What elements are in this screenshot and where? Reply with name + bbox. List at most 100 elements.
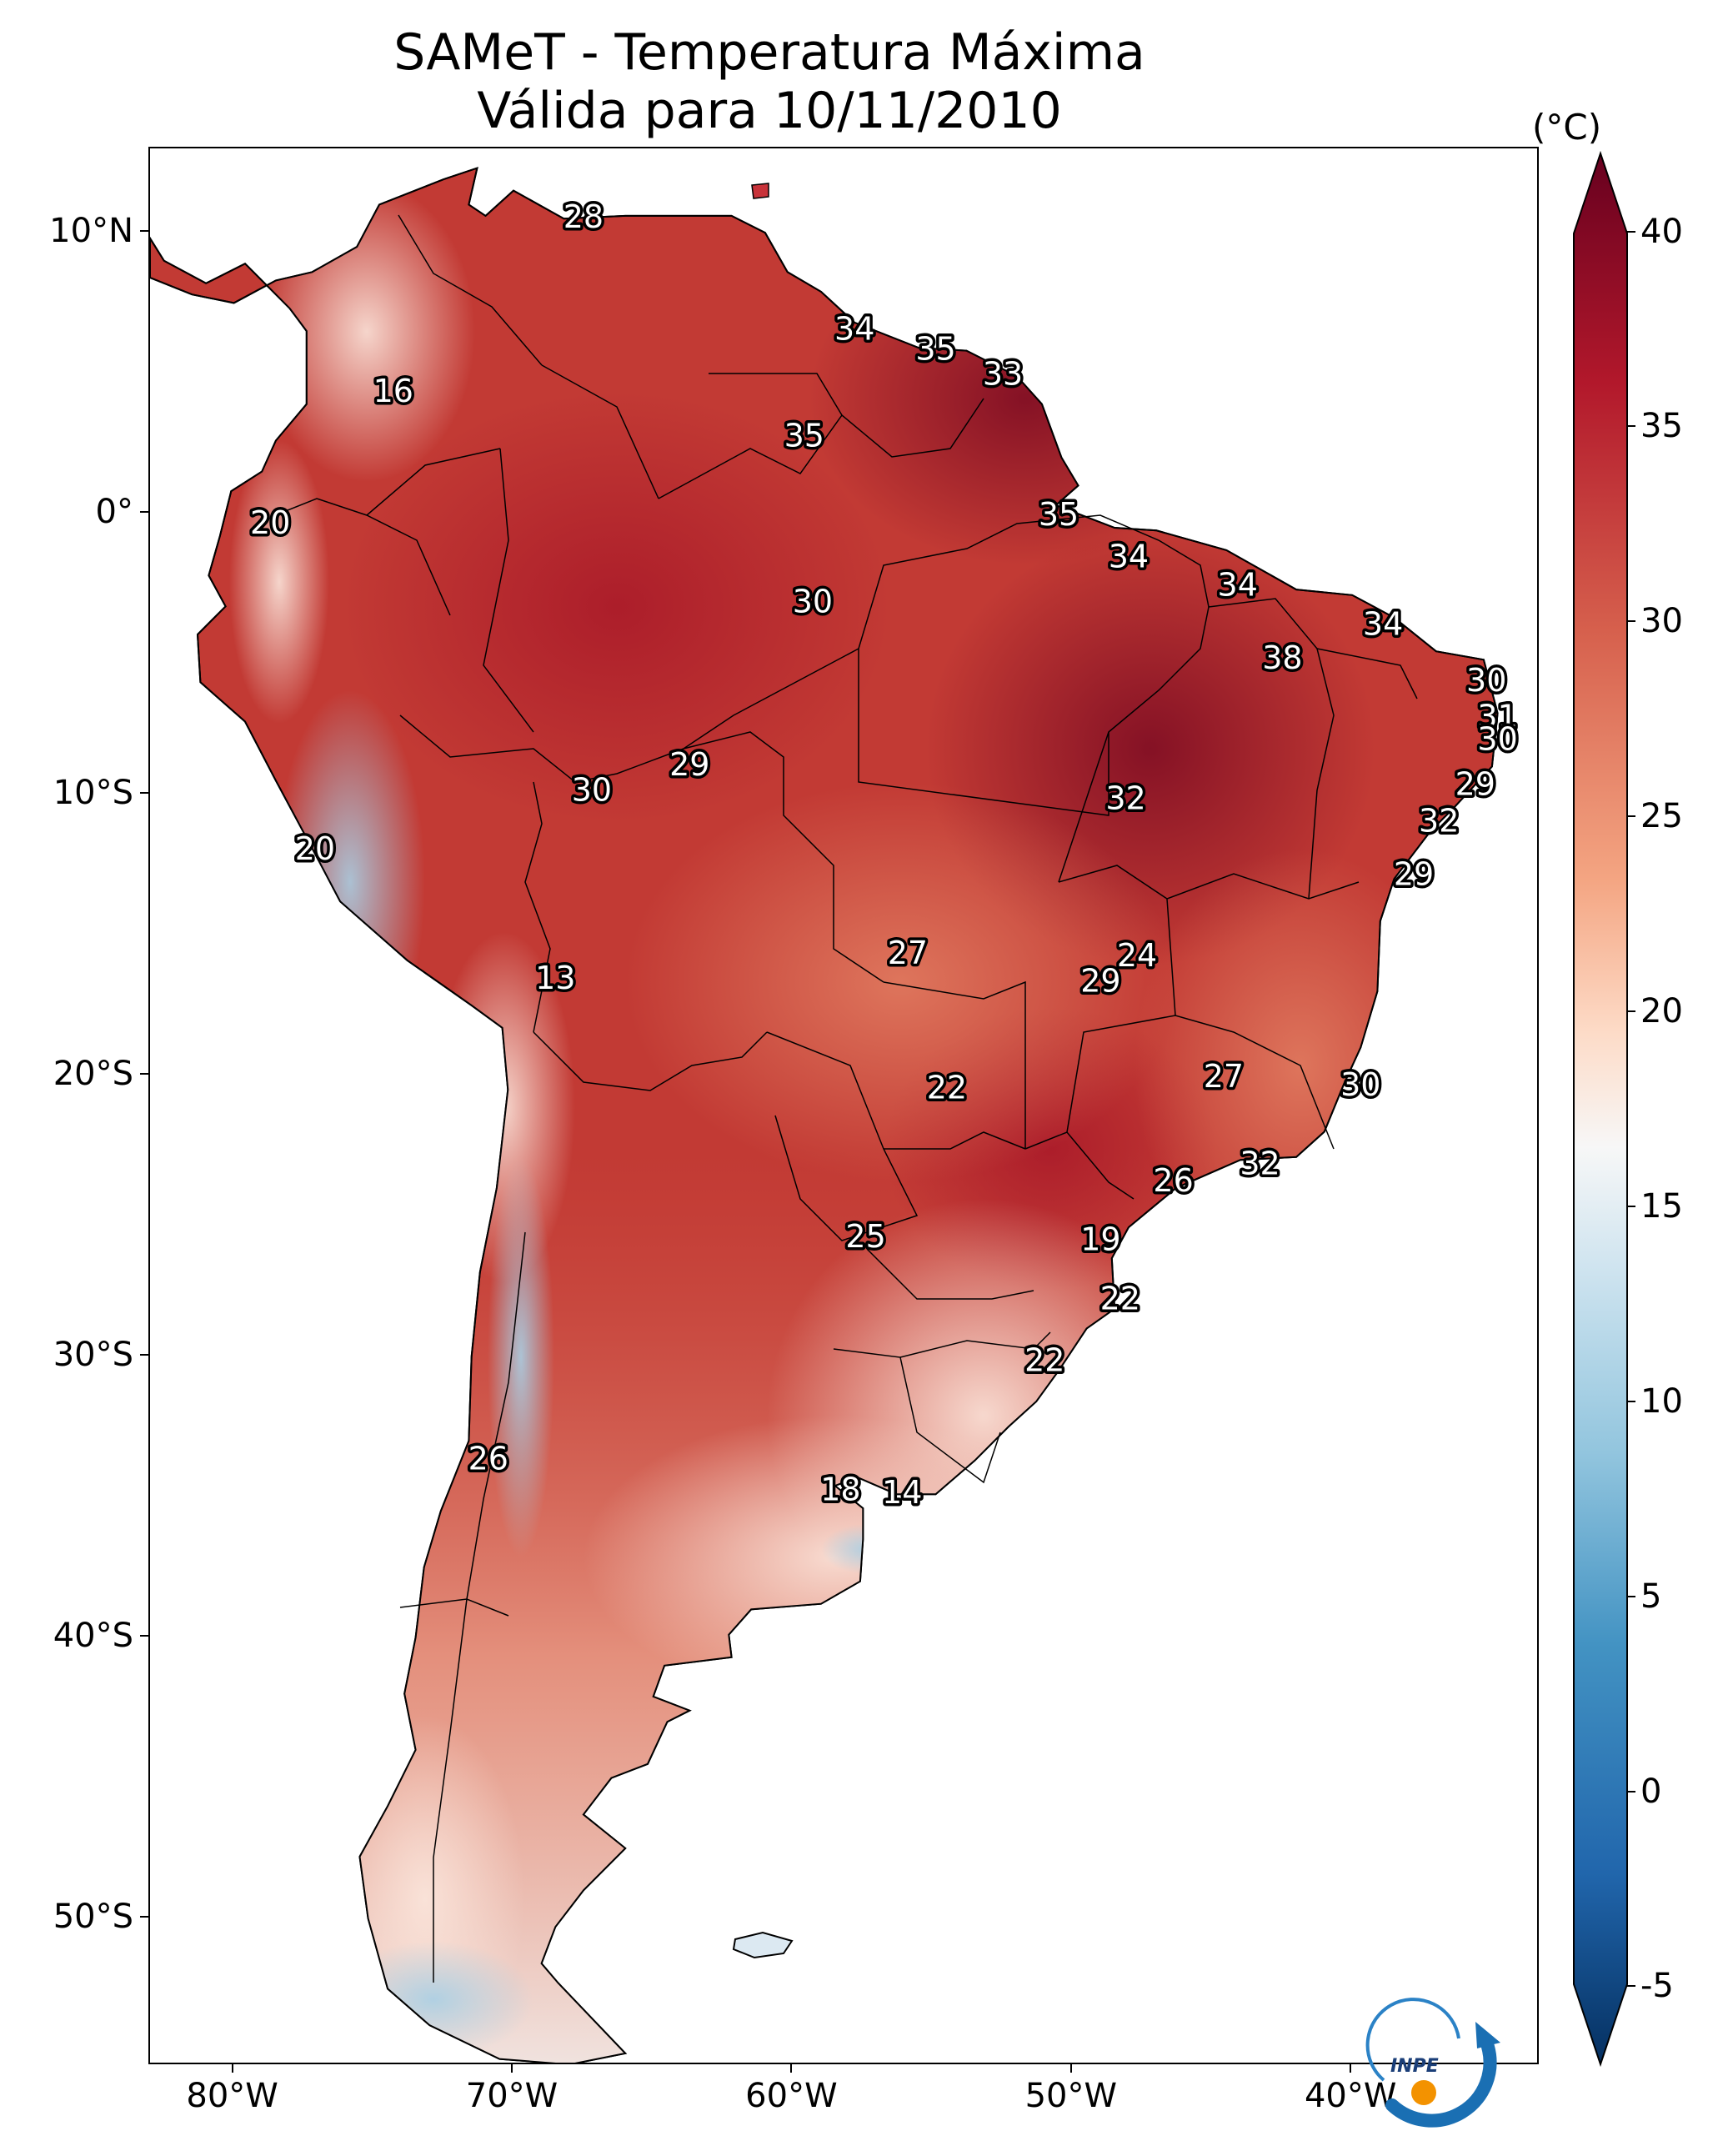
- temperature-label: 35: [784, 418, 824, 454]
- temperature-label: 33: [983, 356, 1023, 393]
- temperature-label-halo: 27: [1204, 1058, 1244, 1095]
- brazil-state-border-mg: [1066, 1015, 1335, 1150]
- temperature-label-halo: 34: [834, 311, 874, 348]
- brazil-state-border-pr: [866, 1248, 1034, 1300]
- brazil-state-border-rr: [709, 373, 843, 416]
- hot-core-amazon: [342, 390, 892, 824]
- temperature-label: 26: [1153, 1162, 1193, 1199]
- temperature-label: 30: [1477, 721, 1517, 758]
- temperature-label: 32: [1240, 1146, 1280, 1182]
- temperature-label-halo: 29: [1455, 766, 1495, 803]
- brazil-state-border-pi: [1208, 598, 1335, 900]
- colorbar-tick-mark: [1627, 1790, 1635, 1792]
- temperature-label: 24: [1117, 937, 1157, 974]
- temperature-label-halo: 25: [845, 1218, 885, 1255]
- temperature-label-halo: 20: [295, 830, 335, 867]
- brazil-state-border-pa: [858, 514, 1210, 649]
- temperature-label-halo: 35: [784, 418, 824, 454]
- temperature-label-halo: 27: [888, 935, 928, 971]
- latitude-tick-label: 50°S: [53, 1898, 133, 1937]
- cool-spot-buenos-aires: [821, 1524, 913, 1574]
- longitude-tick-label: 50°W: [1024, 2077, 1118, 2115]
- longitude-tick-label: 80°W: [186, 2077, 278, 2115]
- logo-text: INPE: [1390, 2056, 1439, 2077]
- chile-argentina-border: [433, 1231, 526, 1983]
- paraguay-border: [766, 1031, 919, 1241]
- brazil-state-border-am: [683, 648, 859, 750]
- longitude-tick-label: 70°W: [465, 2077, 558, 2115]
- temperature-label-halo: 35: [915, 330, 955, 367]
- latitude-tick-label: 10°S: [53, 774, 133, 813]
- temperature-label: 34: [834, 311, 874, 348]
- temperature-label: 20: [295, 830, 335, 867]
- longitude-tick-label: 60°W: [745, 2077, 838, 2115]
- brazil-state-border-sc: [899, 1331, 1051, 1358]
- temperature-label-halo: 32: [1240, 1146, 1280, 1182]
- temperature-label-halo: 24: [1117, 937, 1157, 974]
- latitude-tick-label: 10°N: [49, 212, 133, 251]
- latitude-tick-mark: [140, 1916, 148, 1918]
- temperature-label-halo: 33: [983, 356, 1023, 393]
- logo-arrow-head: [1475, 2022, 1500, 2048]
- trinidad-island: [751, 183, 769, 199]
- logo-orbit-thin: [1365, 1998, 1460, 2082]
- latitude-tick-mark: [140, 1354, 148, 1356]
- map-panel: 28 28 16 16 34 34 35 35 33 33 35 35 20 20 35 35 34 34 34 34…: [148, 147, 1539, 2064]
- temperature-label: 13: [535, 960, 575, 996]
- colorbar-tick-mark: [1627, 1205, 1635, 1207]
- colorbar-tick-mark: [1627, 620, 1635, 623]
- venezuela-brazil-border: [541, 364, 659, 499]
- inpe-logo-mark: INPE: [1365, 1998, 1500, 2128]
- colorbar-tick-label: 10: [1640, 1381, 1683, 1421]
- colorbar-tick-label: 20: [1640, 992, 1683, 1031]
- temperature-label: 35: [1039, 496, 1079, 533]
- map-title: SAMeT - Temperatura Máxima: [393, 23, 1145, 82]
- latitude-tick-mark: [140, 230, 148, 233]
- latitude-tick-label: 20°S: [53, 1055, 133, 1094]
- bolivia-brazil-border: [683, 731, 884, 983]
- latitude-tick-mark: [140, 792, 148, 795]
- colorbar-scale: [1573, 150, 1628, 2068]
- colorbar-tick-label: 5: [1640, 1577, 1662, 1616]
- temperature-label-halo: 28: [563, 198, 604, 235]
- temperature-label-halo: 14: [882, 1474, 922, 1511]
- warm-zone-mato-grosso: [625, 782, 1175, 1182]
- temperature-label: 38: [1262, 639, 1302, 676]
- bolivia-south-border: [533, 1031, 768, 1091]
- logo-orbit-arrow: [1385, 2040, 1497, 2128]
- colorbar-tick-label: 40: [1640, 212, 1683, 251]
- temperature-label-halo: 29: [1080, 963, 1120, 1000]
- temperature-label-halo: 34: [1218, 566, 1258, 603]
- colorbar-unit: (°C): [1532, 107, 1602, 148]
- temperature-label: 34: [1218, 566, 1258, 603]
- temperature-label-halo: 16: [373, 373, 413, 409]
- temperature-label-halo: 22: [1100, 1280, 1140, 1316]
- temperature-label: 30: [572, 771, 612, 808]
- temperature-label-halo: 32: [1419, 802, 1459, 839]
- temperature-label: 22: [1100, 1280, 1140, 1316]
- colorbar-tick-mark: [1627, 1010, 1635, 1013]
- colombia-venezuela-border: [398, 214, 543, 366]
- latitude-tick-label: 40°S: [53, 1617, 133, 1656]
- temperature-label: 25: [845, 1218, 885, 1255]
- inpe-logo: INPE: [1359, 1988, 1505, 2134]
- coastline: [150, 167, 1499, 2063]
- temperature-label: 29: [1394, 856, 1434, 893]
- temperature-label: 20: [250, 504, 290, 541]
- longitude-tick-mark: [231, 2064, 233, 2073]
- temperature-label: 34: [1109, 539, 1149, 575]
- peru-brazil-border: [399, 714, 684, 783]
- hot-core-guianas: [809, 232, 1242, 565]
- temperature-label: 29: [1080, 963, 1120, 1000]
- longitude-tick-mark: [1350, 2064, 1352, 2073]
- temperature-label: 28: [563, 198, 604, 235]
- guyana-border: [658, 414, 843, 499]
- longitude-tick-label: 40°W: [1304, 2077, 1397, 2115]
- colorbar-tick-label: 0: [1640, 1772, 1662, 1811]
- temperature-label: 18: [820, 1472, 860, 1508]
- brazil-state-border-sp: [1024, 1131, 1134, 1200]
- temperature-label: 19: [1080, 1221, 1120, 1258]
- latitude-tick-mark: [140, 511, 148, 514]
- temperature-label: 29: [1455, 766, 1495, 803]
